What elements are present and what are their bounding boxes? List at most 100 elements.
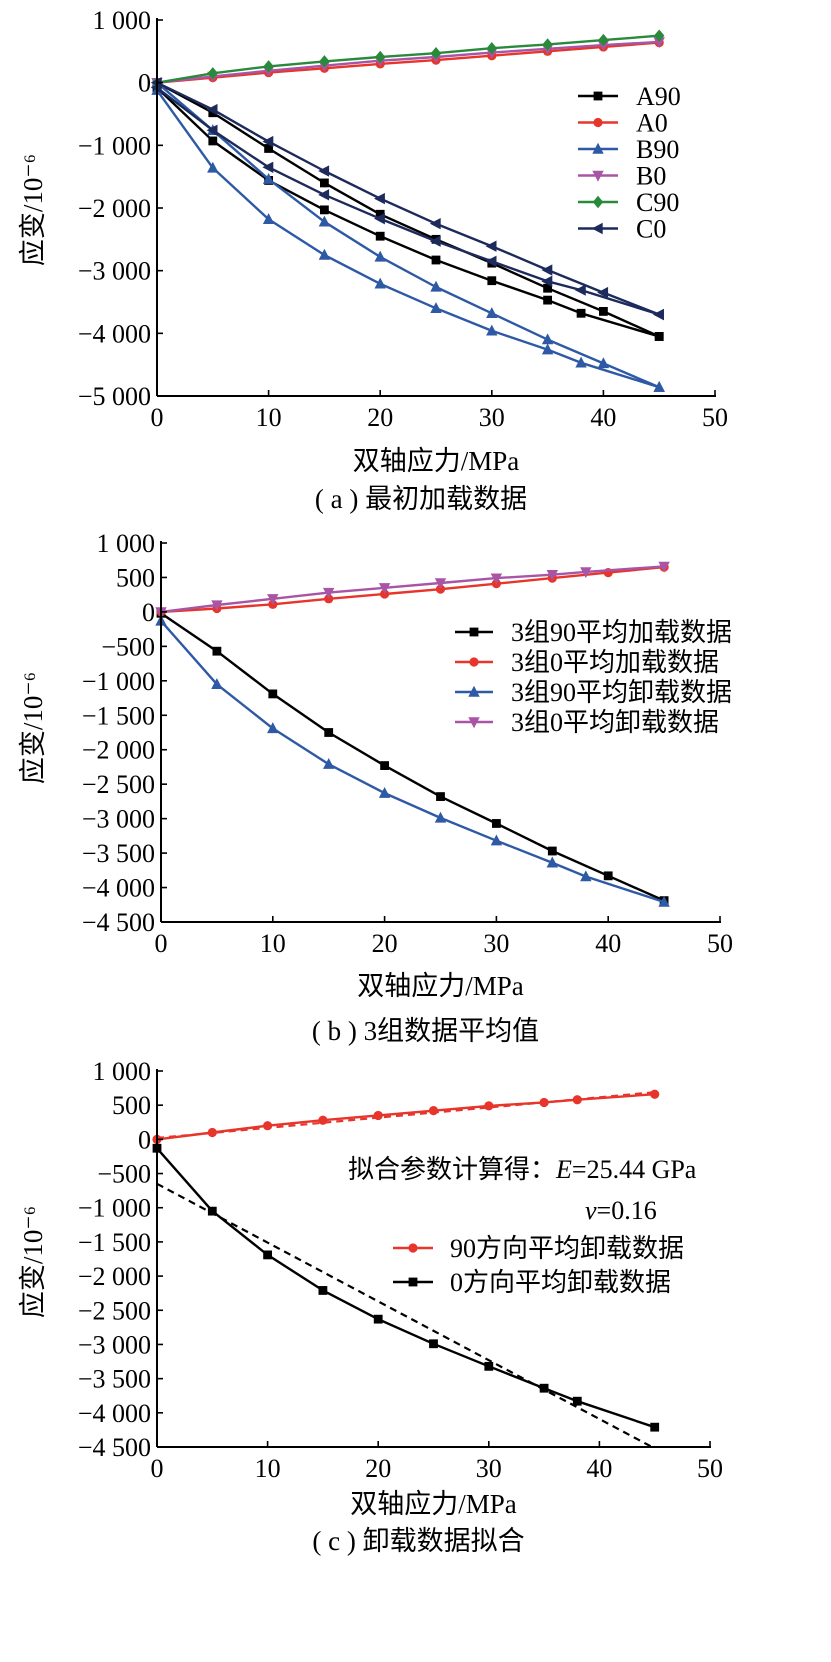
y-tick-label: −2 000	[82, 736, 155, 765]
legend-entry: 3组90平均卸载数据	[511, 678, 732, 707]
data-point	[542, 38, 553, 51]
legend-entry: 3组0平均卸载数据	[511, 708, 719, 737]
x-tick-label: 40	[586, 1454, 612, 1483]
data-point	[650, 1089, 660, 1099]
data-point	[374, 277, 386, 289]
series-line-8	[156, 86, 660, 316]
x-tick-label: 40	[595, 929, 621, 958]
data-point	[598, 33, 609, 47]
x-axis-title: 双轴应力/MPa	[357, 971, 524, 1001]
data-point	[434, 811, 447, 823]
series-line-2	[160, 620, 665, 904]
y-tick-label: 0	[142, 598, 155, 627]
series-group	[152, 1089, 660, 1450]
data-point	[485, 255, 497, 267]
x-tick-label: 50	[697, 1454, 723, 1483]
data-point	[324, 594, 334, 604]
data-point	[541, 264, 553, 276]
data-point	[375, 231, 385, 241]
data-point	[653, 308, 664, 321]
data-point	[324, 728, 334, 737]
x-tick-label: 10	[260, 929, 286, 958]
data-point	[323, 757, 335, 769]
data-point	[597, 357, 610, 369]
data-point	[429, 217, 441, 230]
y-tick-label: −4 500	[78, 1433, 151, 1462]
y-tick-label: −1 000	[78, 1194, 151, 1223]
y-tick-label: −4 000	[82, 874, 155, 903]
fit-annotation-line-2: ν=0.16	[585, 1196, 657, 1225]
data-point	[572, 1396, 582, 1406]
data-point	[430, 302, 442, 313]
data-point	[318, 1286, 328, 1295]
data-point	[580, 870, 592, 882]
data-point	[320, 205, 329, 215]
x-tick-label: 10	[255, 1454, 281, 1483]
fit-annotation-var-e: E	[555, 1155, 572, 1184]
legend-entry: A0	[636, 109, 668, 138]
data-point	[207, 161, 219, 173]
data-point	[378, 786, 391, 798]
y-tick-label: −4 500	[82, 908, 155, 937]
data-point	[539, 1383, 549, 1393]
data-point	[580, 567, 592, 579]
data-point	[378, 583, 391, 594]
data-point	[375, 209, 385, 219]
data-point	[262, 213, 275, 224]
panel-a: 0 10 20 30 40 50 1 000 0 −1 000 −2 000 −3 000 −4 00…	[18, 6, 728, 514]
legend-entry: B90	[636, 135, 679, 164]
data-point	[430, 280, 442, 292]
data-point	[486, 324, 498, 336]
y-tick-label: −2 000	[78, 1262, 151, 1291]
data-point	[603, 871, 613, 881]
data-point	[375, 50, 386, 64]
legend-entry: C90	[636, 188, 679, 217]
series-line-6	[156, 34, 660, 84]
y-tick-label: −3 000	[82, 805, 155, 834]
data-point	[428, 1106, 439, 1116]
data-point	[262, 172, 275, 184]
legend-entry: B0	[636, 162, 666, 191]
series-group	[150, 29, 665, 392]
legend-swatch-marker	[468, 717, 480, 729]
series-line-2	[156, 41, 660, 84]
x-tick-label: 10	[256, 403, 282, 432]
data-point	[546, 856, 558, 868]
series-line-3	[160, 565, 665, 614]
y-tick-label: −3 000	[78, 1330, 151, 1359]
legend-entry: C0	[636, 215, 666, 244]
panel-caption: ( a ) 最初加载数据	[315, 484, 527, 514]
data-point	[318, 189, 330, 201]
y-tick-label: −3 000	[78, 257, 151, 286]
y-axis-title: 应变/10⁻⁶	[18, 1206, 48, 1318]
series-group	[155, 561, 670, 907]
y-tick-label: −3 500	[82, 839, 155, 868]
panel-b: 0 10 20 30 40 50 1 000 500 0 −500 −1 000 −1 500 −2 0…	[18, 529, 733, 1046]
panel-caption: ( b ) 3组数据平均值	[312, 1016, 539, 1046]
y-tick-label: −5 000	[78, 382, 151, 411]
data-point	[263, 1250, 272, 1260]
data-point	[658, 895, 670, 907]
data-point	[320, 178, 329, 188]
series-line-7	[156, 81, 660, 316]
data-point	[380, 761, 389, 770]
fit-annotation-value-nu: =0.16	[597, 1196, 657, 1225]
data-point	[543, 295, 552, 305]
x-tick-label: 0	[151, 403, 164, 432]
x-tick-label: 30	[479, 403, 505, 432]
legend-swatch-marker	[468, 685, 480, 697]
data-point	[267, 594, 279, 606]
series-line-3	[156, 81, 660, 389]
data-point	[212, 646, 222, 656]
data-point	[318, 248, 331, 260]
y-tick-label: −1 000	[78, 131, 151, 160]
data-point	[484, 1361, 494, 1371]
data-point	[576, 308, 586, 318]
legend: 90方向平均卸载数据 0方向平均卸载数据	[393, 1234, 684, 1297]
data-point	[206, 103, 218, 116]
data-point	[267, 722, 279, 734]
y-tick-label: −2 000	[78, 194, 151, 223]
fit-annotation-var-nu: ν	[585, 1196, 597, 1225]
